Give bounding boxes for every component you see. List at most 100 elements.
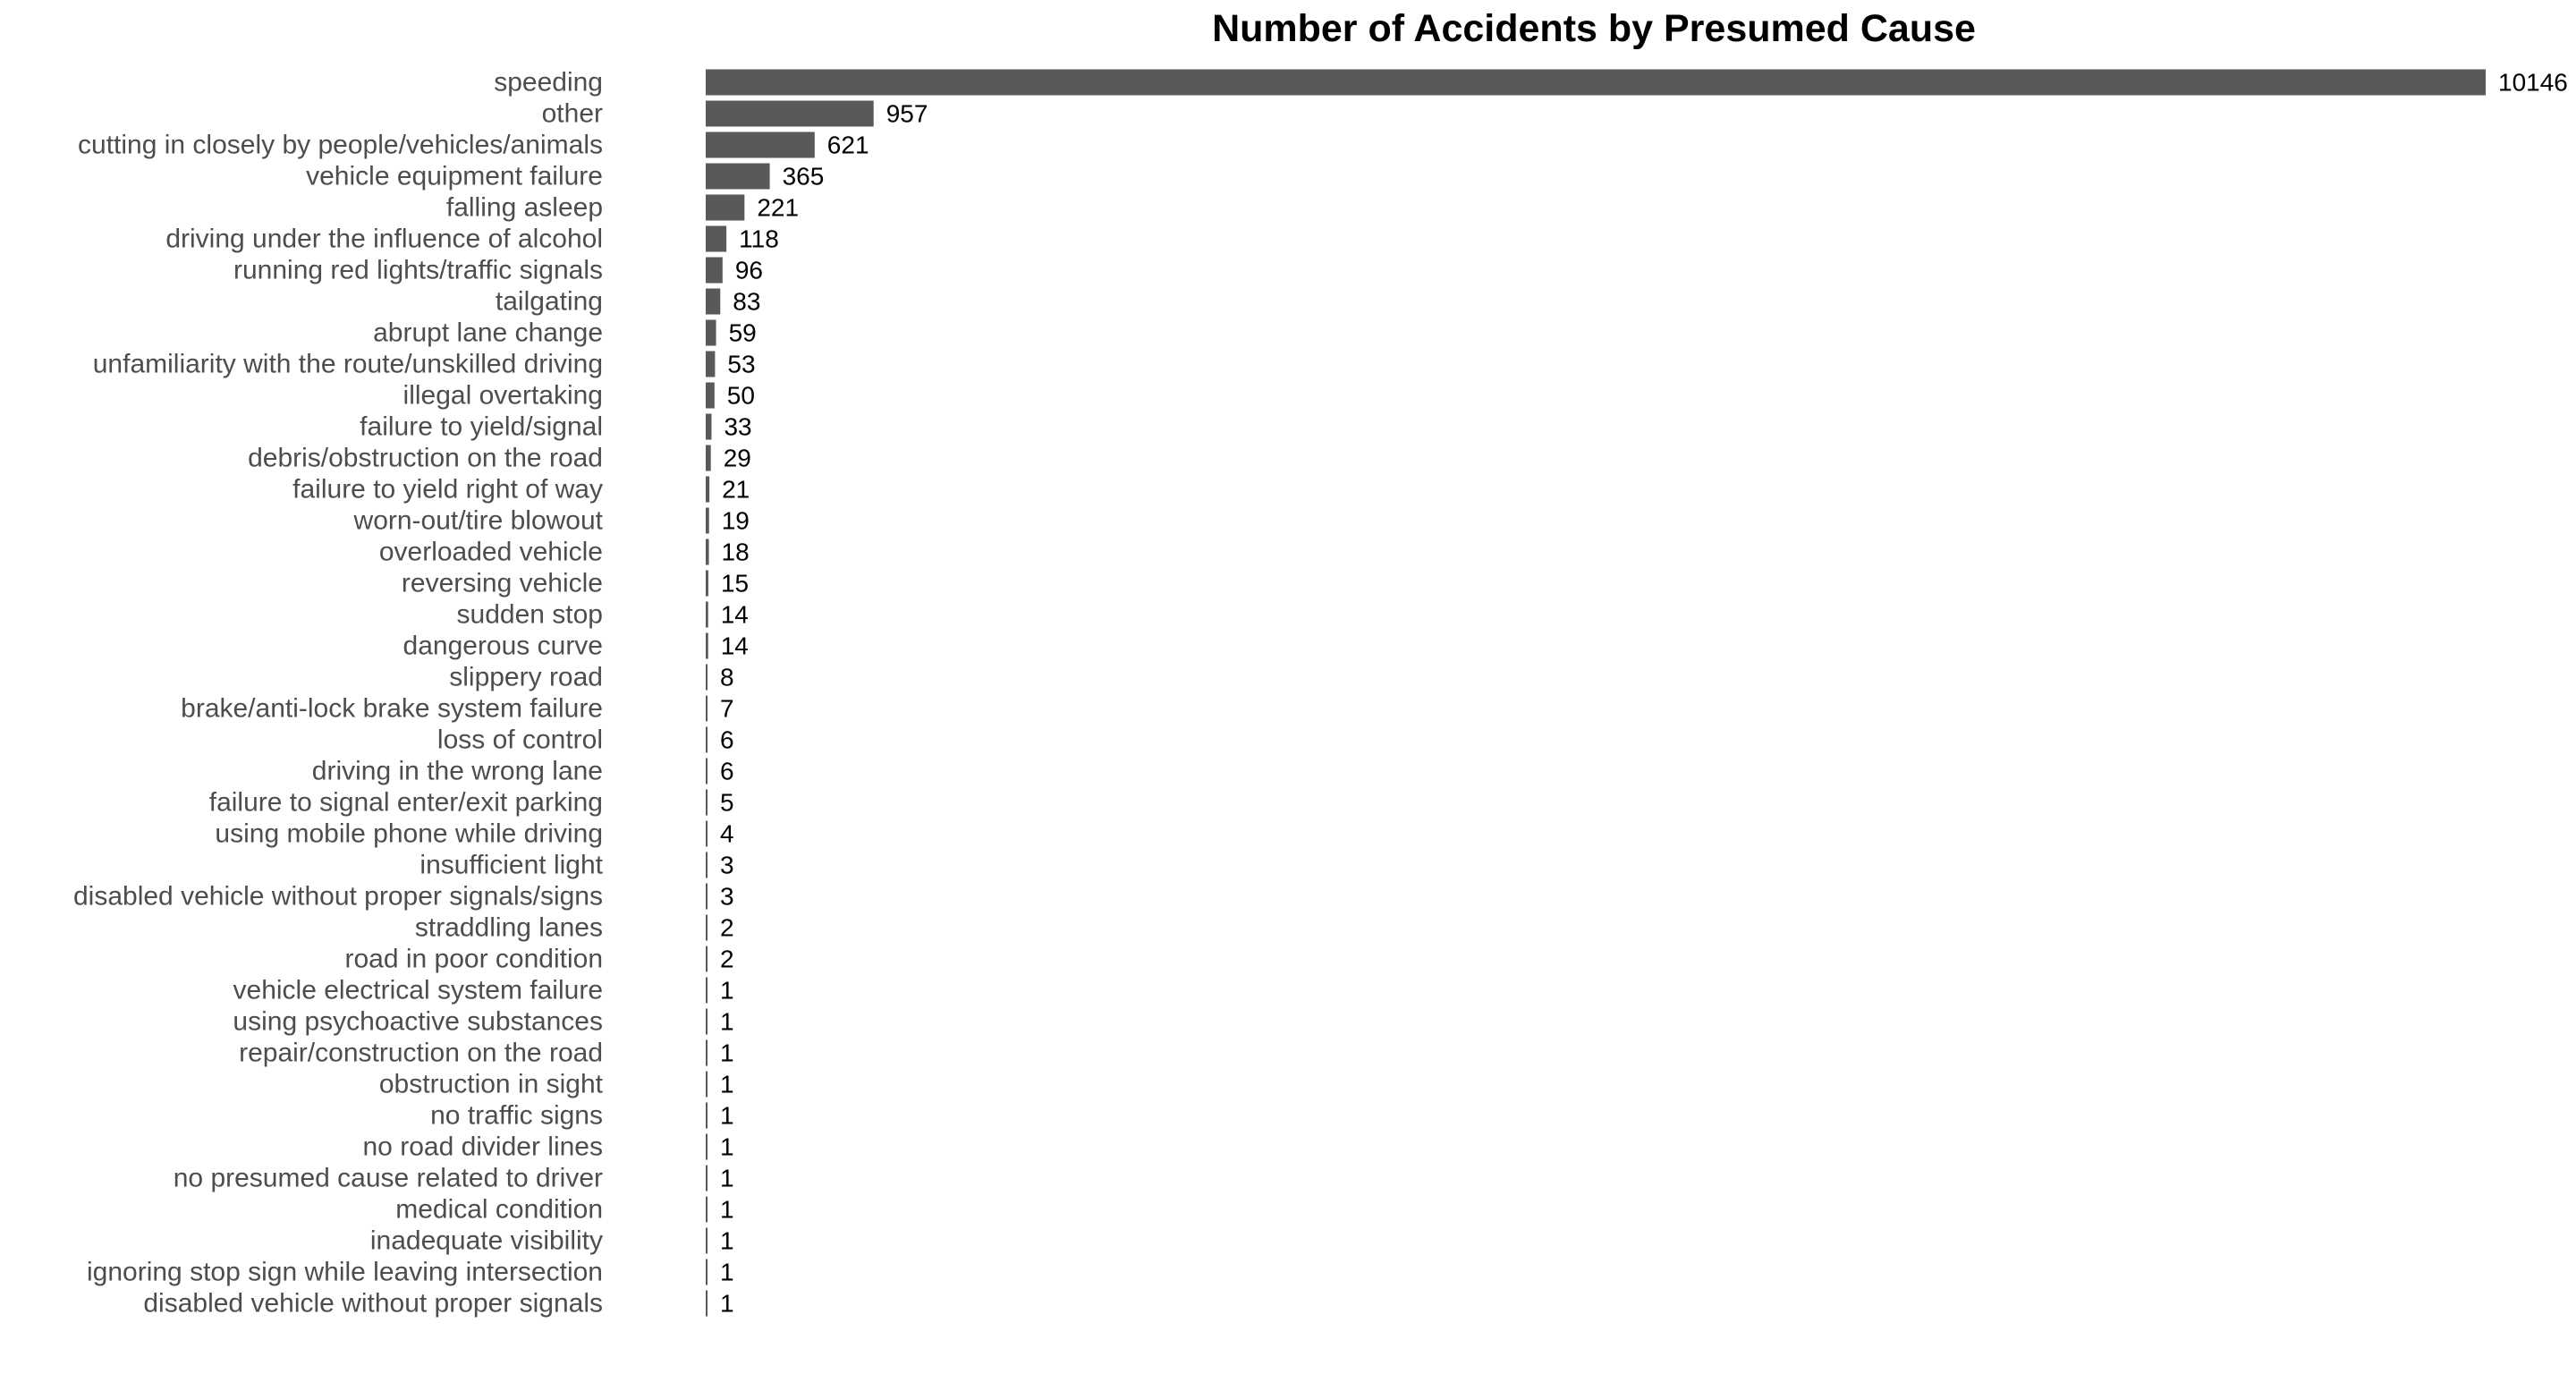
bar xyxy=(706,883,708,910)
category-label: repair/construction on the road xyxy=(239,1039,603,1068)
bar xyxy=(706,758,708,785)
category-label: road in poor condition xyxy=(344,945,603,974)
value-label: 1 xyxy=(720,1196,734,1224)
category-label: no road divider lines xyxy=(363,1132,604,1162)
value-label: 3 xyxy=(720,883,734,911)
value-label: 15 xyxy=(721,570,749,598)
value-label: 59 xyxy=(729,319,757,347)
value-label: 2 xyxy=(720,946,734,973)
bar xyxy=(706,601,708,628)
category-label: tailgating xyxy=(496,287,603,317)
bar xyxy=(706,445,711,471)
category-label: insufficient light xyxy=(419,851,603,880)
category-label: disabled vehicle without proper signals/… xyxy=(73,882,603,912)
bar xyxy=(706,257,723,284)
value-label: 19 xyxy=(722,507,750,535)
category-label: falling asleep xyxy=(446,193,603,223)
chart-title: Number of Accidents by Presumed Cause xyxy=(1212,7,1976,50)
value-label: 365 xyxy=(783,163,825,191)
value-label: 1 xyxy=(720,1133,734,1161)
value-label: 14 xyxy=(721,601,749,629)
bar xyxy=(706,852,708,878)
value-label: 8 xyxy=(720,664,734,691)
value-label: 118 xyxy=(739,225,779,253)
value-label: 621 xyxy=(827,131,869,159)
value-label: 3 xyxy=(720,852,734,879)
value-label: 1 xyxy=(720,1008,734,1036)
category-label: overloaded vehicle xyxy=(379,538,603,567)
bar xyxy=(706,1071,708,1098)
category-label: failure to yield/signal xyxy=(360,412,603,442)
category-label: unfamiliarity with the route/unskilled d… xyxy=(93,350,603,379)
category-label: debris/obstruction on the road xyxy=(248,444,603,473)
value-label: 6 xyxy=(720,726,734,754)
bar xyxy=(706,225,727,252)
category-label: reversing vehicle xyxy=(402,569,603,598)
value-label: 1 xyxy=(720,1290,734,1318)
category-label: obstruction in sight xyxy=(379,1070,604,1099)
value-label: 83 xyxy=(733,288,760,316)
value-label: 7 xyxy=(720,695,734,723)
bar xyxy=(706,507,709,534)
category-label: no traffic signs xyxy=(430,1101,603,1131)
value-label: 1 xyxy=(720,977,734,1005)
category-label: illegal overtaking xyxy=(403,381,603,411)
value-label: 2 xyxy=(720,914,734,942)
bar xyxy=(706,914,708,941)
category-label: driving in the wrong lane xyxy=(312,757,603,786)
category-label: sudden stop xyxy=(457,600,603,630)
value-labels: 1014695762136522111896835953503329211918… xyxy=(720,69,2568,1318)
category-label: other xyxy=(542,99,603,129)
value-label: 53 xyxy=(727,351,755,378)
bar xyxy=(706,1290,708,1317)
category-label: loss of control xyxy=(437,725,603,755)
value-label: 1 xyxy=(720,1165,734,1192)
value-label: 96 xyxy=(735,257,763,284)
bar xyxy=(706,1196,708,1223)
category-label: vehicle electrical system failure xyxy=(233,976,603,1005)
bar xyxy=(706,382,715,409)
bar xyxy=(706,632,708,659)
bar xyxy=(706,319,716,346)
category-label: using mobile phone while driving xyxy=(215,819,603,849)
category-label: dangerous curve xyxy=(403,632,603,661)
bar xyxy=(706,1227,708,1254)
category-label: using psychoactive substances xyxy=(233,1007,603,1037)
bar xyxy=(706,789,708,816)
bar xyxy=(706,1102,708,1129)
value-label: 957 xyxy=(886,100,928,128)
value-label: 33 xyxy=(724,413,751,441)
category-label: straddling lanes xyxy=(415,913,603,943)
value-label: 1 xyxy=(720,1071,734,1098)
category-label: speeding xyxy=(494,68,603,98)
category-label: ignoring stop sign while leaving interse… xyxy=(87,1258,603,1287)
category-label: failure to signal enter/exit parking xyxy=(209,788,603,818)
category-label: abrupt lane change xyxy=(373,318,603,348)
category-label: disabled vehicle without proper signals xyxy=(143,1289,603,1319)
value-label: 1 xyxy=(720,1039,734,1067)
bars xyxy=(706,69,2486,1317)
value-label: 5 xyxy=(720,789,734,817)
value-label: 10146 xyxy=(2498,69,2568,97)
category-label: no presumed cause related to driver xyxy=(174,1164,603,1193)
value-label: 1 xyxy=(720,1227,734,1255)
bar xyxy=(706,1259,708,1285)
bar xyxy=(706,288,721,315)
value-label: 4 xyxy=(720,820,734,848)
bar xyxy=(706,820,708,847)
bar xyxy=(706,1165,708,1192)
category-label: failure to yield right of way xyxy=(292,475,603,505)
bar xyxy=(706,539,709,565)
value-label: 29 xyxy=(724,445,751,472)
category-label: worn-out/tire blowout xyxy=(353,506,604,536)
value-label: 50 xyxy=(727,382,755,410)
bar xyxy=(706,69,2486,96)
category-label: brake/anti-lock brake system failure xyxy=(181,694,603,724)
category-label: slippery road xyxy=(449,663,603,692)
value-label: 18 xyxy=(722,539,750,566)
bar xyxy=(706,476,710,503)
value-label: 21 xyxy=(722,476,750,504)
